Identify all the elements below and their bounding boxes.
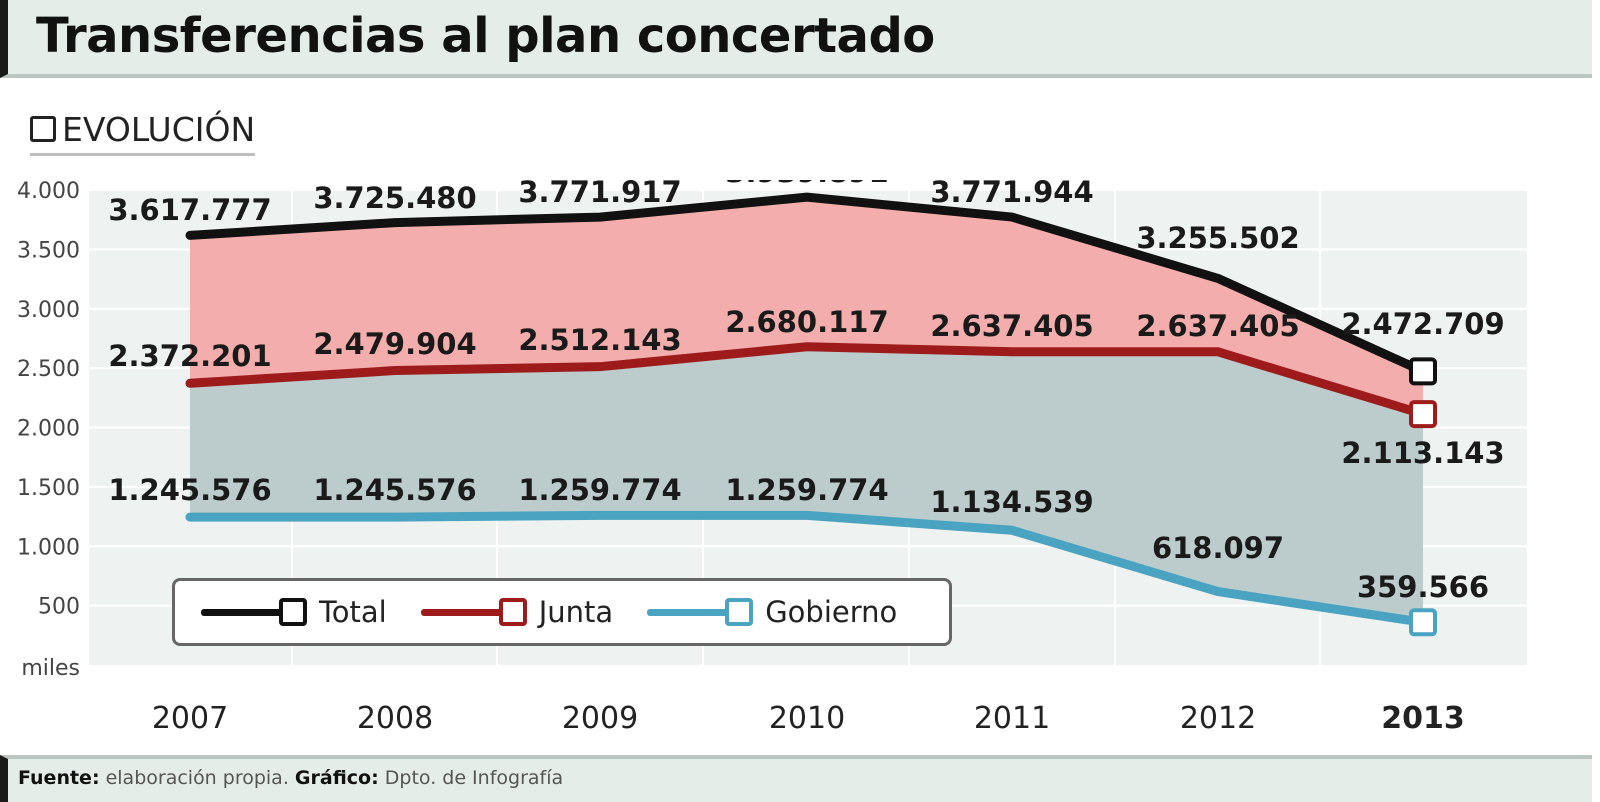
data-label-gobierno: 1.245.576	[108, 473, 271, 507]
data-label-total: 3.725.480	[313, 181, 476, 215]
data-label-total: 3.255.502	[1136, 221, 1299, 255]
legend-label-total: Total	[319, 595, 387, 629]
data-label-gobierno: 618.097	[1152, 531, 1284, 565]
series-marker-junta	[1409, 400, 1437, 429]
x-tick-label: 2007	[152, 701, 228, 736]
series-line-total	[185, 192, 1428, 376]
legend-square-total-icon	[279, 598, 307, 626]
series-marker-total	[1409, 357, 1437, 386]
y-tick-label: 1.000	[17, 535, 80, 560]
x-tick-label: 2008	[357, 701, 433, 736]
series-line-gobierno	[185, 510, 1428, 627]
data-label-total: 3.771.917	[518, 180, 681, 209]
data-label-total: 2.472.709	[1341, 307, 1504, 341]
y-tick-label: 1.500	[17, 476, 80, 501]
data-label-junta: 2.372.201	[108, 339, 271, 373]
x-tick-label: 2010	[769, 701, 845, 736]
legend-square-junta-icon	[498, 598, 527, 626]
footer-graphic-text: Dpto. de Infografía	[378, 767, 564, 789]
section-label: EVOLUCIÓN	[30, 110, 256, 156]
footer: Fuente: elaboración propia. Gráfico: Dpt…	[0, 755, 1592, 802]
data-label-total: 3.771.944	[930, 180, 1093, 209]
data-label-junta: 2.512.143	[518, 323, 681, 357]
footer-graphic-label: Gráfico:	[294, 767, 379, 789]
series-marker-gobierno	[1409, 608, 1437, 637]
footer-source-text: elaboración propia.	[99, 767, 295, 789]
line-chart: 500 1.000 1.500 2.000 2.500 3.000 3.500 4.000 mi…	[17, 180, 1529, 736]
section-label-text: EVOLUCIÓN	[62, 110, 256, 149]
x-tick-label: 2011	[974, 701, 1050, 736]
square-icon	[30, 116, 56, 142]
data-label-total: 3.617.777	[108, 193, 271, 227]
data-label-gobierno: 1.245.576	[313, 473, 476, 507]
legend-line-gobierno	[647, 608, 730, 616]
x-tick-label: 2013	[1381, 701, 1465, 736]
legend-label-gobierno: Gobierno	[765, 595, 898, 629]
legend-square-gobierno-icon	[725, 598, 754, 626]
data-label-junta: 2.479.904	[313, 327, 476, 361]
data-label-junta: 2.113.143	[1341, 436, 1504, 470]
y-axis-unit-label: miles	[21, 656, 80, 681]
legend-label-junta: Junta	[538, 595, 614, 629]
y-tick-label: 4.000	[17, 180, 80, 204]
y-tick-label: 500	[38, 595, 80, 620]
data-label-gobierno: 1.259.774	[725, 473, 888, 507]
data-label-gobierno: 1.259.774	[518, 473, 681, 507]
legend-line-junta	[420, 608, 503, 616]
legend-item-junta: Junta	[420, 595, 614, 629]
y-tick-label: 3.500	[17, 238, 80, 263]
data-label-junta: 2.680.117	[725, 305, 888, 339]
data-label-gobierno: 359.566	[1357, 570, 1489, 604]
legend-line-total	[201, 608, 283, 616]
x-tick-label: 2012	[1180, 701, 1256, 736]
y-tick-label: 3.000	[17, 298, 80, 323]
title-bar: Transferencias al plan concertado	[0, 0, 1592, 78]
data-label-total: 3.939.891	[725, 180, 888, 189]
legend-item-total: Total	[201, 595, 387, 629]
x-tick-label: 2009	[562, 701, 638, 736]
footer-source-label: Fuente:	[18, 767, 100, 789]
chart-title: Transferencias al plan concertado	[36, 8, 935, 64]
data-label-junta: 2.637.405	[1136, 309, 1299, 343]
area-junta-minus-gobierno	[190, 346, 1423, 623]
y-tick-label: 2.500	[17, 357, 80, 382]
legend: Total Junta Gobierno	[172, 578, 952, 646]
data-label-gobierno: 1.134.539	[930, 485, 1093, 519]
data-label-junta: 2.637.405	[930, 309, 1093, 343]
legend-item-gobierno: Gobierno	[647, 595, 897, 629]
series-line-junta	[185, 342, 1428, 419]
y-tick-label: 2.000	[17, 417, 80, 442]
